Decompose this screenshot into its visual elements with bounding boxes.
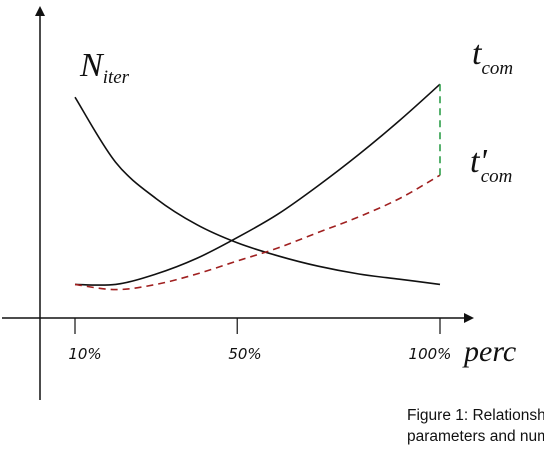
- x-tick-label-10: 10%: [68, 345, 101, 363]
- series-curves: [74, 83, 441, 291]
- caption-line-2: parameters and num of iteration and comm…: [407, 428, 544, 445]
- series-line-n-iter: [74, 96, 441, 286]
- series-label-n-iter: Niter: [79, 47, 130, 88]
- caption-line-1: Figure 1: Relationship between the perce…: [407, 407, 544, 424]
- x-tick-label-100: 100%: [409, 345, 452, 363]
- x-tick-marks: [74, 318, 441, 334]
- series-line-t-prime-com: [74, 174, 441, 291]
- x-tick-label-50: 50%: [228, 345, 261, 363]
- series-label-t-prime-com: t'com: [470, 143, 512, 187]
- figure-caption: Figure 1: Relationship between the perce…: [407, 405, 544, 447]
- x-axis-label: perc: [462, 335, 516, 368]
- series-line-t-com: [74, 83, 441, 286]
- series-label-t-com: tcom: [472, 35, 513, 79]
